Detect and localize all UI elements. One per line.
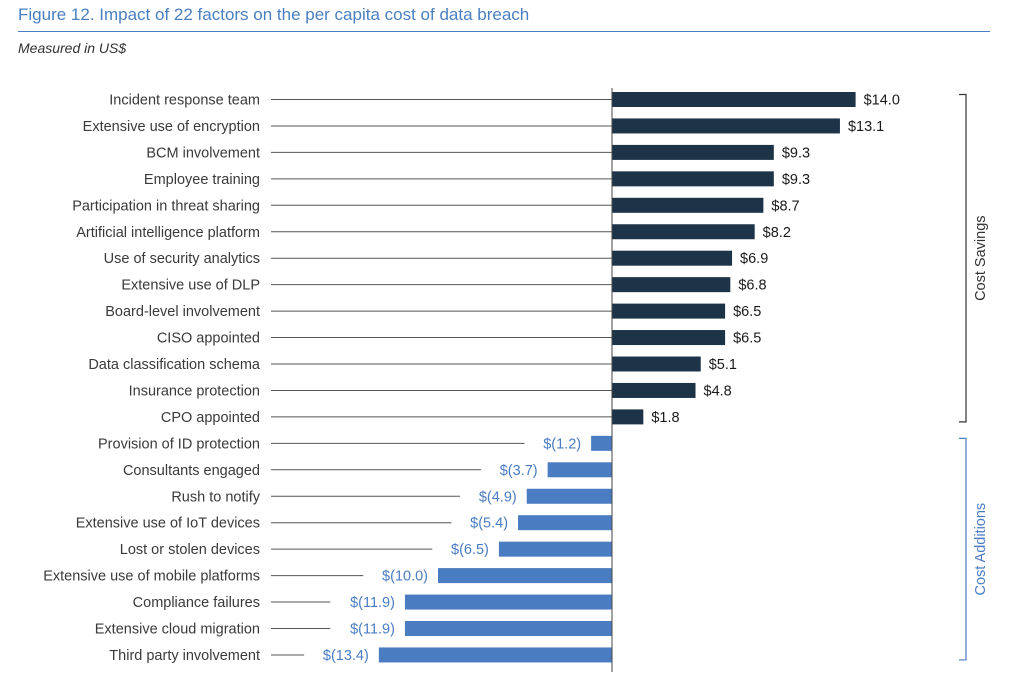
group-bracket (959, 437, 967, 661)
data-label: $8.7 (771, 198, 799, 214)
bar (612, 197, 764, 213)
data-label: $9.3 (782, 172, 810, 188)
data-label: $4.8 (704, 383, 732, 399)
category-label: Extensive use of mobile platforms (43, 569, 260, 585)
data-label: $1.8 (651, 410, 679, 426)
data-label: $6.5 (733, 304, 761, 320)
category-label: Extensive cloud migration (95, 622, 260, 638)
data-label: $6.9 (740, 251, 768, 267)
category-label: Lost or stolen devices (120, 542, 260, 558)
category-label: Insurance protection (129, 383, 260, 399)
data-label: $(13.4) (323, 648, 369, 664)
bar (612, 382, 696, 398)
category-label: Extensive use of encryption (83, 119, 260, 135)
chart-title: Figure 12. Impact of 22 factors on the p… (18, 5, 530, 24)
bar (612, 118, 840, 134)
data-label: $9.3 (782, 145, 810, 161)
data-label: $13.1 (848, 119, 884, 135)
title-divider (18, 31, 990, 32)
bar (518, 515, 612, 531)
data-label: $5.1 (709, 357, 737, 373)
bar (612, 92, 856, 107)
category-label: Consultants engaged (123, 463, 260, 479)
data-label: $6.8 (738, 278, 766, 294)
group-label: Cost Savings (973, 215, 989, 300)
data-label: $(11.9) (350, 595, 395, 611)
bar (612, 330, 726, 346)
group-bracket (959, 93, 967, 423)
data-label: $(6.5) (451, 542, 489, 558)
category-label: Compliance failures (133, 595, 260, 611)
chart-subtitle: Measured in US$ (18, 40, 127, 56)
category-label: Board-level involvement (105, 304, 260, 320)
category-label: CPO appointed (161, 410, 260, 426)
data-label: $(3.7) (500, 463, 538, 479)
bar (612, 277, 731, 293)
bar (612, 409, 644, 425)
category-label: BCM involvement (146, 145, 260, 161)
category-label: Employee training (144, 172, 260, 188)
category-label: Data classification schema (88, 357, 261, 373)
category-label: Incident response team (109, 93, 260, 109)
bar (612, 356, 701, 372)
category-label: Rush to notify (171, 489, 260, 505)
bar (547, 462, 612, 478)
bar (612, 171, 774, 187)
data-label: $(4.9) (479, 489, 517, 505)
bar (438, 568, 612, 584)
category-label: Extensive use of IoT devices (76, 516, 260, 532)
bar (612, 303, 726, 319)
bar (591, 435, 612, 451)
bar (612, 144, 774, 160)
data-label: $6.5 (733, 331, 761, 347)
bar (378, 647, 612, 663)
category-label: Extensive use of DLP (121, 278, 260, 294)
data-label: $(11.9) (350, 622, 395, 638)
data-label: $8.2 (763, 225, 791, 241)
data-label: $(1.2) (543, 436, 581, 452)
data-label: $(5.4) (470, 516, 508, 532)
bar (498, 541, 612, 557)
group-label: Cost Additions (973, 503, 989, 596)
category-label: Third party involvement (109, 648, 260, 664)
bar (404, 621, 612, 636)
data-label: $14.0 (864, 93, 900, 109)
bar (612, 224, 755, 240)
bar (612, 250, 733, 266)
category-label: CISO appointed (157, 331, 260, 347)
category-label: Provision of ID protection (98, 436, 260, 452)
bar (404, 594, 612, 610)
category-label: Participation in threat sharing (72, 198, 260, 214)
bar (526, 488, 612, 504)
category-label: Use of security analytics (104, 251, 260, 267)
data-label: $(10.0) (382, 569, 428, 585)
category-label: Artificial intelligence platform (76, 225, 260, 241)
